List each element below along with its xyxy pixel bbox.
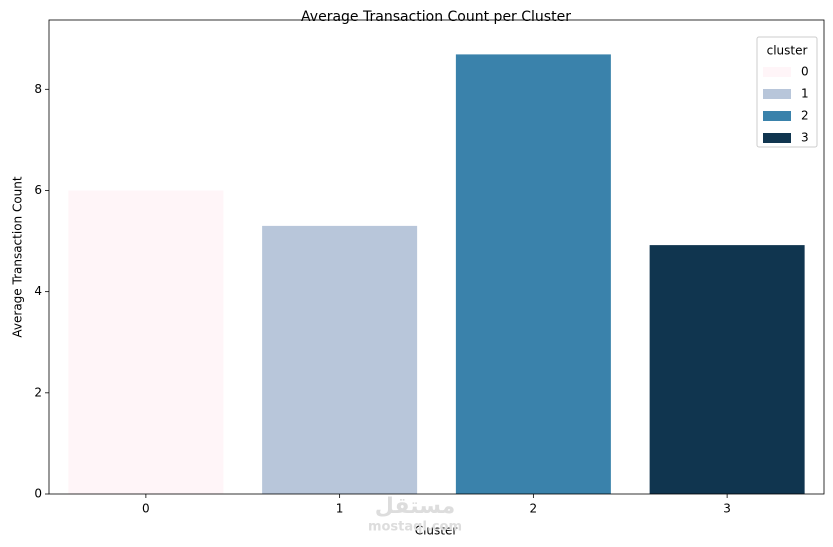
y-tick-label: 4 — [34, 284, 42, 298]
x-tick-label: 2 — [530, 502, 538, 516]
y-tick-label: 0 — [34, 487, 42, 501]
legend-swatch — [763, 111, 791, 121]
x-tick-label: 1 — [336, 502, 344, 516]
plot-frame — [48, 19, 825, 495]
legend-label: 1 — [801, 87, 809, 101]
legend-swatch — [763, 67, 791, 77]
legend-swatch — [763, 89, 791, 99]
watermark: mostaql.com — [368, 520, 462, 535]
x-tick-label: 0 — [142, 502, 150, 516]
bar — [262, 225, 418, 494]
legend-swatch — [763, 133, 791, 143]
y-axis-label: Average Transaction Count — [11, 176, 25, 337]
legend-title: cluster — [767, 44, 808, 58]
watermark: مستقل — [375, 494, 455, 519]
legend-label: 0 — [801, 65, 809, 79]
bar — [68, 190, 224, 494]
y-tick-label: 2 — [34, 385, 42, 399]
x-axis-label: Cluster — [415, 524, 458, 538]
bar — [649, 245, 805, 494]
y-tick-label: 8 — [34, 82, 42, 96]
legend-label: 3 — [801, 131, 809, 145]
y-tick-label: 6 — [34, 183, 42, 197]
bar — [455, 54, 611, 495]
chart-title: Average Transaction Count per Cluster — [301, 9, 571, 25]
legend-label: 2 — [801, 109, 809, 123]
x-tick-label: 3 — [723, 502, 731, 516]
